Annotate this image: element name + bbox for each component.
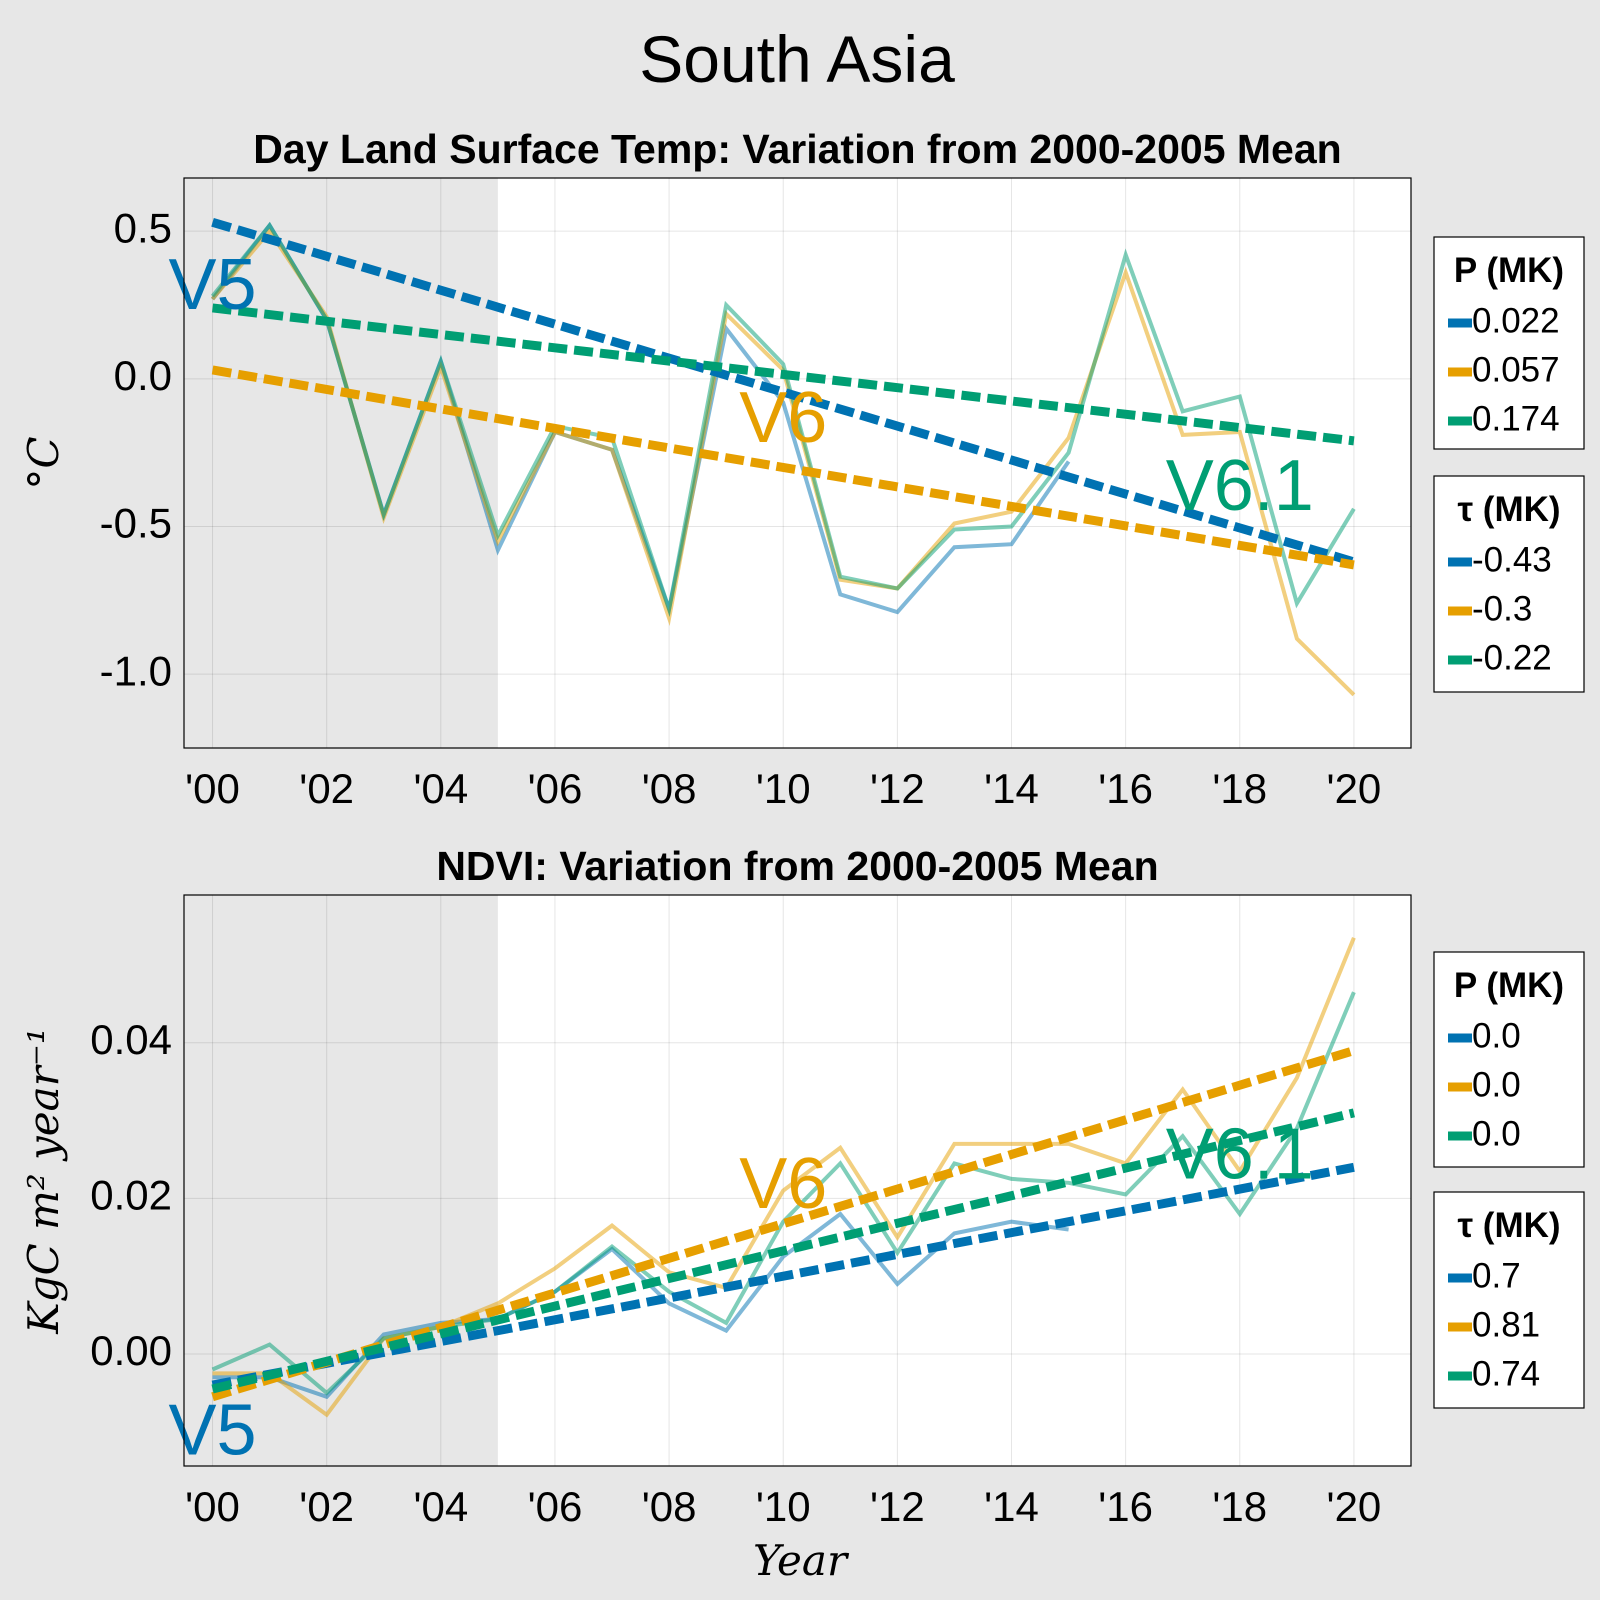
ndvi-x-tick-0: '00 [185,1483,240,1530]
lst-x-tick-8: '16 [1098,765,1153,812]
lst-legend-entry-1-0: -0.43 [1472,540,1552,579]
ndvi-legend-box-0 [1433,951,1585,1168]
lst-x-tick-3: '06 [528,765,583,812]
lst-legend-title-0: P (MK) [1454,251,1564,290]
lst-label-v6: V6 [739,378,827,458]
ndvi-baseline-period [184,895,498,1466]
lst-y-tick-1: 0.0 [114,352,172,399]
ndvi-x-tick-9: '18 [1212,1483,1267,1530]
lst-x-tick-5: '10 [756,765,811,812]
lst-panel: V5 V6 V6.1 '00 '02 '04 '06 '08 '10 '12 '14 '16 '18 '2… [19,126,1585,812]
ndvi-legend-title-1: τ (MK) [1457,1206,1560,1245]
ndvi-panel: V5 V6 V6.1 '00 '02 '04 '06 '08 '10 '12 '14 '16 '18 '2… [19,843,1585,1530]
ndvi-legend-entry-0-2: 0.0 [1472,1114,1521,1153]
ndvi-x-tick-10: '20 [1327,1483,1382,1530]
lst-x-tick-6: '12 [870,765,925,812]
lst-legend-tau: τ (MK) -0.43 -0.3 -0.22 [1433,475,1585,693]
lst-legend-entry-1-1: -0.3 [1472,589,1532,628]
lst-legend-entry-0-2: 0.174 [1472,399,1560,438]
ndvi-x-tick-6: '12 [870,1483,925,1530]
lst-x-tick-10: '20 [1327,765,1382,812]
ndvi-plot-frame [183,894,1412,1467]
ndvi-y-axis-label: KgC m² year⁻¹ [19,1027,68,1334]
lst-y-axis-label: °C [19,436,68,489]
ndvi-trend-v5 [211,1162,1355,1390]
ndvi-y-tick-0: 0.04 [90,1016,172,1063]
lst-legend-entry-1-2: -0.22 [1472,638,1552,677]
lst-y-tick-0: 0.5 [114,204,172,251]
ndvi-label-v5: V5 [168,1391,256,1471]
lst-legend-entry-0-1: 0.057 [1472,350,1560,389]
lst-x-tick-9: '18 [1212,765,1267,812]
ndvi-x-tick-3: '06 [528,1483,583,1530]
ndvi-legend-title-0: P (MK) [1454,966,1564,1005]
ndvi-y-tick-2: 0.00 [90,1327,172,1374]
lst-trend-v61 [212,303,1355,446]
x-axis-label: Year [753,1536,850,1585]
ndvi-legend-p: P (MK) 0.0 0.0 0.0 [1433,951,1585,1168]
ndvi-legend-tau: τ (MK) 0.7 0.81 0.74 [1433,1191,1585,1409]
lst-y-tick-3: -1.0 [100,647,172,694]
figure-title: South Asia [639,22,955,96]
ndvi-legend-entry-1-0: 0.7 [1472,1256,1521,1295]
lst-y-tick-2: -0.5 [100,500,172,547]
ndvi-legend-entry-0-1: 0.0 [1472,1065,1521,1104]
lst-label-v5: V5 [168,245,256,325]
ndvi-x-tick-7: '14 [984,1483,1039,1530]
lst-legend-title-1: τ (MK) [1457,490,1560,529]
lst-x-tick-4: '08 [642,765,697,812]
lst-x-tick-0: '00 [185,765,240,812]
ndvi-x-tick-1: '02 [299,1483,354,1530]
lst-legend-box-0 [1433,236,1585,450]
lst-x-tick-7: '14 [984,765,1039,812]
ndvi-x-tick-4: '08 [642,1483,697,1530]
lst-x-tick-1: '02 [299,765,354,812]
ndvi-y-tick-1: 0.02 [90,1171,172,1218]
lst-trend-v6 [211,365,1355,570]
lst-legend-entry-0-0: 0.022 [1472,301,1560,340]
ndvi-label-v61: V6.1 [1166,1115,1314,1195]
lst-x-tick-2: '04 [413,765,468,812]
lst-panel-title: Day Land Surface Temp: Variation from 20… [253,126,1341,172]
ndvi-x-tick-8: '16 [1098,1483,1153,1530]
ndvi-panel-title: NDVI: Variation from 2000-2005 Mean [436,843,1158,889]
ndvi-legend-entry-1-2: 0.74 [1472,1354,1540,1393]
lst-legend-p: P (MK) 0.022 0.057 0.174 [1433,236,1585,450]
ndvi-x-tick-2: '04 [413,1483,468,1530]
ndvi-legend-entry-1-1: 0.81 [1472,1305,1540,1344]
lst-series-v61 [210,221,1356,618]
ndvi-label-v6: V6 [739,1144,827,1224]
ndvi-trend-v61 [211,1108,1355,1394]
lst-plot-frame [183,177,1412,749]
lst-label-v61: V6.1 [1166,446,1314,526]
ndvi-legend-entry-0-0: 0.0 [1472,1016,1521,1055]
lst-trend-v5 [211,217,1356,567]
ndvi-x-tick-5: '10 [756,1483,811,1530]
